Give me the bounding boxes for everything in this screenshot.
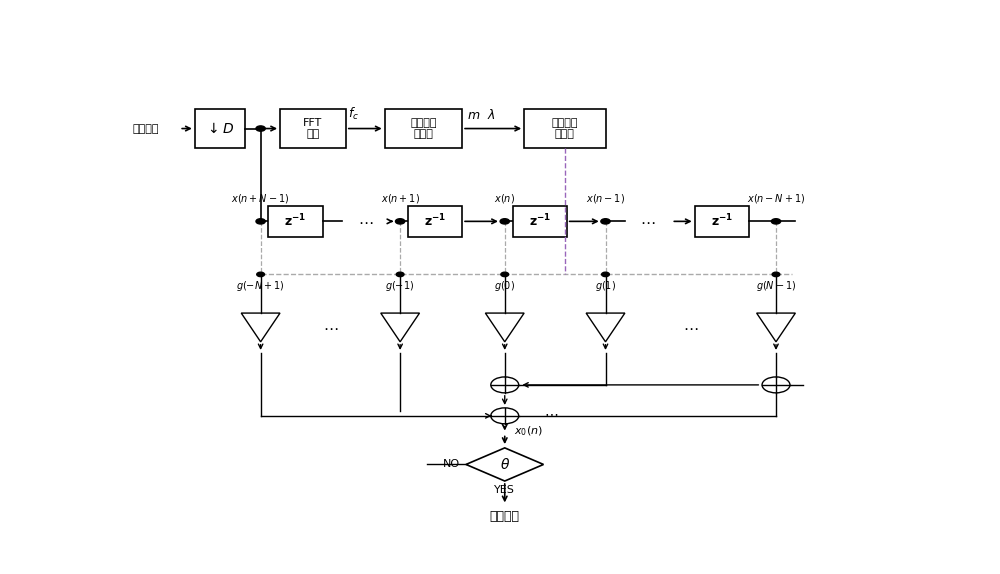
Text: $\mathbf{z^{-1}}$: $\mathbf{z^{-1}}$ [529,213,551,230]
FancyBboxPatch shape [268,206,323,237]
Circle shape [395,219,405,224]
Text: $x(n-1)$: $x(n-1)$ [586,192,625,204]
Text: $g(N-1)$: $g(N-1)$ [756,279,796,293]
FancyBboxPatch shape [408,206,462,237]
Text: 高通滤波
器配置: 高通滤波 器配置 [552,118,578,139]
Text: $\mathbf{z^{-1}}$: $\mathbf{z^{-1}}$ [711,213,733,230]
Text: $x_0(n)$: $x_0(n)$ [514,425,543,438]
Text: $\mathbf{z^{-1}}$: $\mathbf{z^{-1}}$ [284,213,307,230]
FancyBboxPatch shape [695,206,749,237]
Text: 确定滤波
器参数: 确定滤波 器参数 [410,118,437,139]
Text: $g(-N+1)$: $g(-N+1)$ [236,279,285,293]
Circle shape [396,272,404,277]
Text: $\theta$: $\theta$ [500,457,510,472]
Text: YES: YES [494,486,515,495]
Text: FFT
分析: FFT 分析 [303,118,323,139]
FancyBboxPatch shape [195,108,245,149]
Text: 端点位置: 端点位置 [490,510,520,523]
Circle shape [257,272,264,277]
Text: $g(0)$: $g(0)$ [494,279,515,293]
Text: $x(n-N+1)$: $x(n-N+1)$ [747,192,805,204]
Text: $x(n+N-1)$: $x(n+N-1)$ [231,192,290,204]
Text: $m$  $\lambda$: $m$ $\lambda$ [467,108,496,122]
Circle shape [601,219,610,224]
Text: $x(n+1)$: $x(n+1)$ [381,192,420,204]
FancyBboxPatch shape [524,108,606,149]
FancyBboxPatch shape [280,108,346,149]
Text: $\downarrow D$: $\downarrow D$ [205,122,234,135]
Text: $\cdots$: $\cdots$ [640,214,656,229]
Text: $\cdots$: $\cdots$ [323,320,338,335]
Circle shape [256,126,265,131]
Circle shape [501,272,509,277]
Circle shape [500,219,509,224]
Text: $x(n)$: $x(n)$ [494,192,515,204]
Text: NO: NO [443,459,460,470]
Circle shape [256,219,265,224]
Text: $\cdots$: $\cdots$ [358,214,373,229]
Text: $\cdots$: $\cdots$ [683,320,698,335]
Text: $g(1)$: $g(1)$ [595,279,616,293]
Text: $\cdots$: $\cdots$ [544,406,558,421]
Text: $g(-1)$: $g(-1)$ [385,279,415,293]
Text: $\mathbf{z^{-1}}$: $\mathbf{z^{-1}}$ [424,213,446,230]
Circle shape [602,272,609,277]
Text: $f_c$: $f_c$ [348,106,359,122]
Circle shape [771,219,781,224]
FancyBboxPatch shape [512,206,567,237]
Circle shape [772,272,780,277]
Text: 输入信号: 输入信号 [133,123,159,134]
FancyBboxPatch shape [385,108,462,149]
